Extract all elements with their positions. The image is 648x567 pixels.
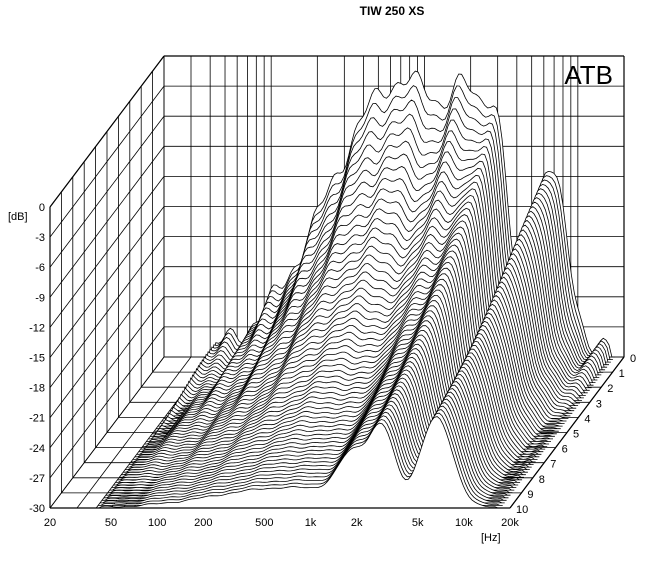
x-tick-label: 20k [501,517,519,529]
x-tick-label: 5k [412,517,424,529]
y-tick-label: -24 [29,443,45,455]
y-tick-label: -21 [29,413,45,425]
z-tick-label: 0 [630,353,636,365]
frame-edge [509,356,625,509]
x-tick-label: 10k [455,517,473,529]
x-tick-label: 100 [148,517,166,529]
x-tick-label: 200 [194,517,212,529]
z-tick-label: 8 [539,474,545,486]
x-tick-labels: 20 50 100 200 500 1k 2k 5k 10k 20k [44,517,519,529]
x-tick-label: 500 [255,517,273,529]
x-tick-label: 2k [351,517,363,529]
y-tick-label: -15 [29,353,45,365]
y-tick-label: -6 [35,262,45,274]
z-tick-label: 9 [527,489,533,501]
x-tick-label: 1k [305,517,317,529]
y-tick-label: -12 [29,322,45,334]
z-tick-label: 2 [607,383,613,395]
brand-label: ATB [564,60,613,90]
z-tick-label: 7 [550,459,556,471]
x-tick-label: 50 [105,517,117,529]
y-tick-labels: 0 -3 -6 -9 -12 -15 -18 -21 -24 -27 -30 [29,202,45,515]
y-tick-label: -27 [29,473,45,485]
waterfall-slices [96,70,615,509]
x-axis-label: [Hz] [481,532,501,544]
z-tick-label: 4 [584,413,590,425]
z-tick-label: 5 [573,429,579,441]
z-tick-label: 10 [516,504,528,516]
z-tick-label: 3 [596,398,602,410]
y-axis-label: [dB] [8,211,28,223]
y-tick-label: -30 [29,503,45,515]
y-tick-label: -18 [29,383,45,395]
y-tick-label: -3 [35,232,45,244]
y-tick-label: -9 [35,292,45,304]
z-tick-label: 1 [619,368,625,380]
x-tick-label: 20 [44,517,56,529]
plot-frame [49,55,625,509]
waterfall-slice [96,416,501,509]
chart-title: TIW 250 XS [360,4,425,18]
z-tick-label: 6 [562,444,568,456]
y-tick-label: 0 [39,202,45,214]
frame-edge [49,55,165,208]
